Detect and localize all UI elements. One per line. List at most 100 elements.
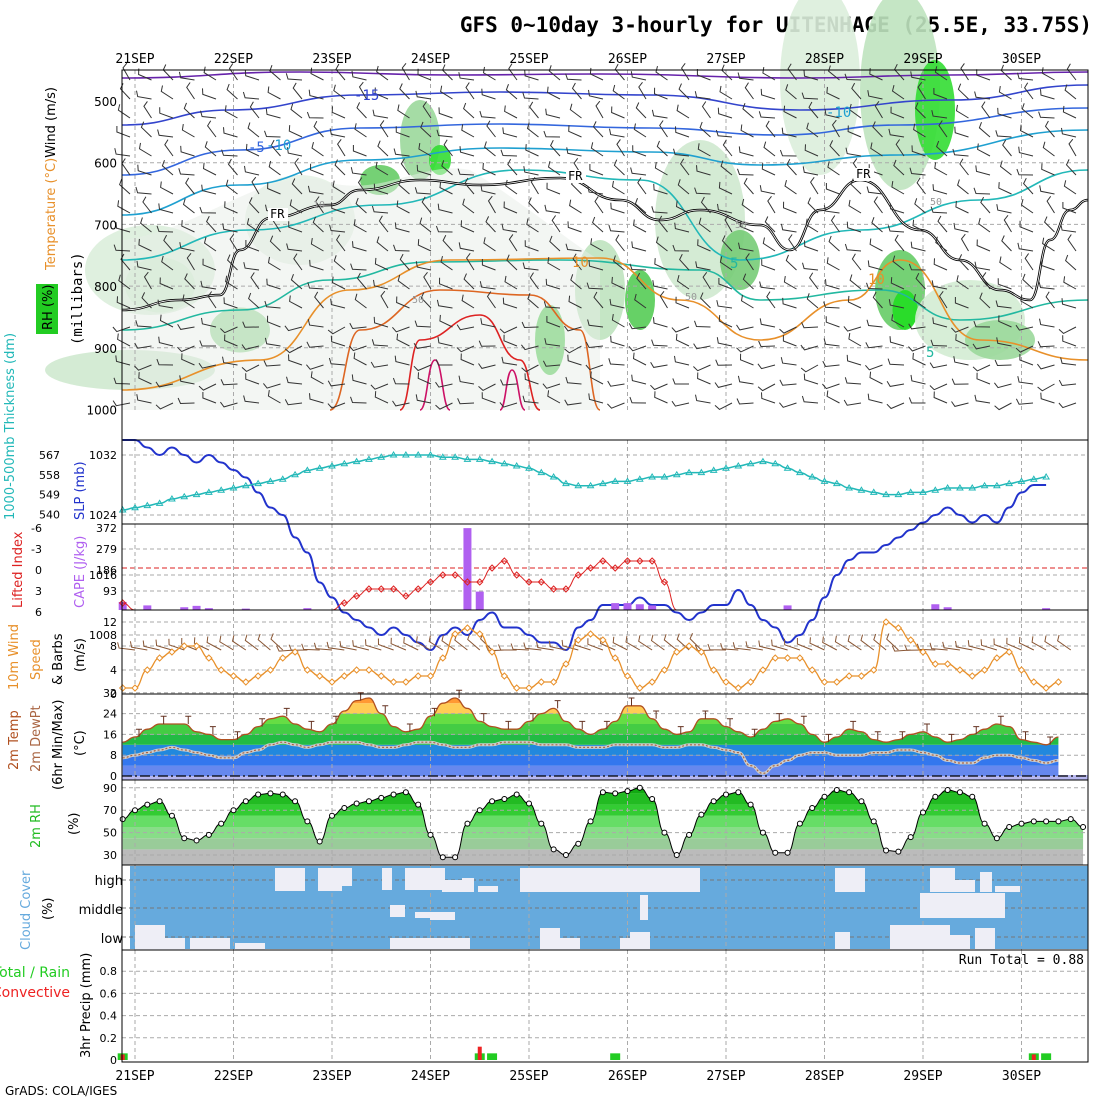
wind-barb [373, 183, 389, 195]
rh-marker [193, 837, 200, 844]
cloud-level-label: high [95, 874, 123, 889]
wind-barb [330, 335, 346, 347]
wind-barb [478, 363, 496, 369]
wind-barb [536, 641, 554, 651]
temp-tick: 32 [103, 687, 117, 700]
wind-barb [873, 633, 887, 651]
wind-barb [326, 641, 345, 651]
wind-barb [650, 362, 668, 368]
wind-barb [831, 119, 840, 138]
wind-barb [250, 272, 260, 290]
wind-barb [156, 225, 174, 233]
wind-barb [663, 634, 678, 651]
thickness-tick: 540 [39, 508, 60, 521]
wind-speed-marker [586, 630, 595, 638]
wind-barb [565, 73, 582, 81]
wind-barb [999, 256, 1012, 271]
wind-barb [413, 343, 432, 349]
wind-barb [693, 343, 711, 350]
wind-barb [159, 107, 174, 119]
wind-barb [824, 108, 840, 119]
precip-tick: 0.6 [100, 987, 118, 1000]
thickness-marker [352, 457, 361, 465]
thickness-tick: 549 [39, 489, 60, 502]
wind-barb [336, 139, 346, 157]
wind-barb [499, 402, 518, 408]
wind-barb [161, 255, 174, 271]
wind-barb [528, 197, 539, 214]
wind-barb [694, 91, 711, 100]
wind-barb [890, 106, 905, 119]
wind-barb [266, 278, 281, 290]
wind-barb [264, 130, 281, 138]
freezing-label: FR [270, 207, 285, 221]
rh-marker [526, 800, 532, 807]
rh-marker [501, 796, 508, 802]
wind-barb [506, 254, 518, 271]
wind-barb [464, 177, 475, 195]
wind-barb [629, 263, 647, 271]
wind-barb [716, 300, 733, 309]
thickness-marker [475, 455, 484, 462]
wind-barb [720, 160, 733, 176]
wind-barb [587, 319, 604, 328]
contour-label: -10 [826, 105, 851, 121]
wind-barb [1046, 196, 1055, 214]
lifted-index-marker [611, 564, 619, 572]
wind-barb [800, 344, 819, 351]
wind-barb [931, 110, 948, 119]
wind-speed-marker [562, 660, 570, 668]
wind-barb [547, 257, 561, 271]
thickness-marker [143, 501, 152, 509]
rh-marker [452, 854, 459, 861]
wind-barb [850, 178, 862, 195]
wind-barb [1024, 253, 1034, 271]
wind-barb [995, 130, 1012, 138]
wind-barb [309, 163, 324, 176]
li-tick: 6 [35, 606, 42, 619]
max-min-whisker [653, 710, 660, 719]
wind-tick: 8 [110, 640, 117, 653]
li-tick: -3 [31, 543, 42, 556]
temp-tick: 0 [110, 770, 117, 783]
wind-barb [289, 199, 303, 214]
wind-speed-marker [943, 660, 952, 668]
rh-marker [402, 789, 409, 796]
rh-marker [661, 829, 668, 836]
wind-barb [693, 364, 711, 372]
wind-barb [288, 644, 308, 651]
thickness-marker [648, 473, 657, 480]
wind-barb [742, 103, 754, 119]
wind-barb [242, 91, 260, 100]
wind-barb [479, 281, 496, 290]
wind-barb [155, 402, 174, 410]
cloud-block [920, 893, 1005, 918]
rh-marker [747, 801, 754, 808]
cape-bar [943, 607, 952, 610]
wind-barb [869, 371, 883, 385]
temp2m-unit-label: (°C) [73, 730, 88, 756]
wind-speed-marker [673, 648, 681, 656]
wind-barb [457, 168, 475, 176]
rh-marker [255, 791, 262, 798]
wind-barb [633, 123, 647, 138]
wind-barb [635, 102, 647, 119]
cape-axis-label: CAPE (J/kg) [73, 536, 88, 608]
wind-barb [595, 100, 604, 119]
wind-barb [180, 145, 195, 157]
wind-barb [376, 236, 389, 252]
wind-speed-marker [1005, 648, 1013, 656]
thickness-marker [1017, 477, 1026, 484]
lifted-index-marker [500, 557, 509, 565]
wind-barb [157, 129, 174, 138]
wind-barb [893, 159, 905, 176]
thickness-marker [808, 473, 817, 480]
wind-barb [436, 299, 453, 309]
lifted-index-axis-label: Lifted Index [11, 531, 26, 608]
lifted-index-marker [463, 578, 472, 586]
thickness-marker [463, 455, 472, 462]
wind-barb [206, 120, 217, 138]
label-box [566, 170, 586, 183]
wind-barb [117, 104, 131, 119]
wind-barb [771, 639, 788, 651]
